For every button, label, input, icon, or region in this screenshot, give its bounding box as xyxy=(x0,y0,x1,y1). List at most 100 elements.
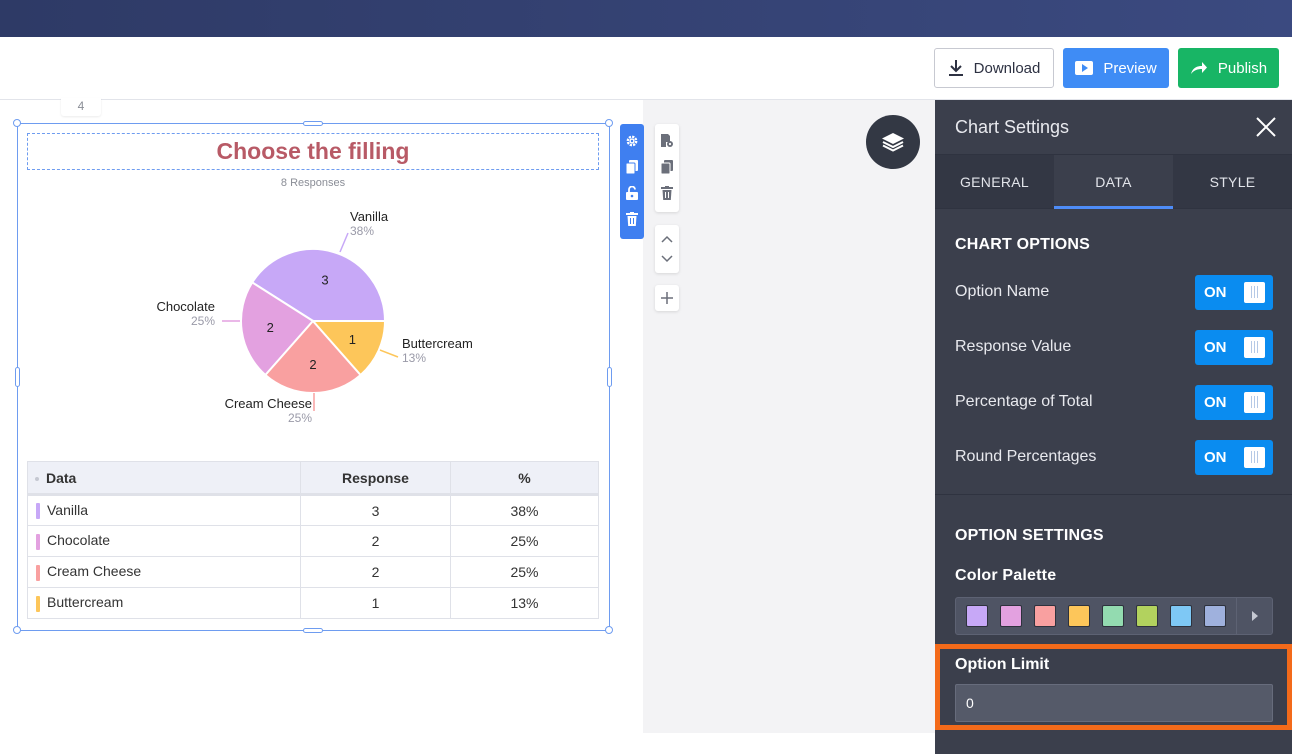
color-swatch xyxy=(36,595,40,612)
color-swatch xyxy=(36,564,40,581)
resize-handle-left[interactable] xyxy=(15,367,20,387)
chevron-up-icon[interactable] xyxy=(655,227,679,251)
settings-button[interactable] xyxy=(623,132,641,150)
copy-icon xyxy=(661,160,673,174)
responses-count: 8 Responses xyxy=(280,177,346,189)
palette-swatch[interactable] xyxy=(1170,605,1192,627)
layers-button[interactable] xyxy=(866,115,920,169)
preview-label: Preview xyxy=(1103,59,1157,77)
palette-swatch[interactable] xyxy=(1068,605,1090,627)
pie-slice-buttercream xyxy=(310,320,387,377)
data-table: Data Response % Vanilla 3 38% Chocolate 2 25%… xyxy=(27,461,599,619)
percentage-of-total-label: Percentage of Total xyxy=(955,393,1093,410)
round-percentages-label: Round Percentages xyxy=(955,448,1097,465)
plus-icon xyxy=(661,292,673,304)
table-header-row: Data Response % xyxy=(27,461,599,496)
toggle-knob xyxy=(1244,336,1265,358)
preview-button[interactable]: Preview xyxy=(1063,48,1169,88)
palette-swatch[interactable] xyxy=(1102,605,1124,627)
tab-style[interactable]: STYLE xyxy=(1209,173,1256,190)
lock-button[interactable] xyxy=(623,184,641,202)
panel-header: Chart Settings xyxy=(935,100,1292,155)
table-header-response: Response xyxy=(300,461,451,496)
chart-options-title: CHART OPTIONS xyxy=(955,236,1091,253)
pie-slice-chocolate xyxy=(240,281,315,377)
table-cell-name: Cream Cheese xyxy=(27,556,301,588)
panel-divider xyxy=(935,494,1292,495)
canvas-margin xyxy=(643,100,935,733)
pie-percent-label: 13% xyxy=(402,351,426,365)
pie-leader-line xyxy=(379,349,399,358)
toggle-knob xyxy=(1244,281,1265,303)
tab-data[interactable]: DATA xyxy=(1054,155,1173,209)
top-header-bar xyxy=(0,0,1292,37)
round-percentages-toggle[interactable]: ON xyxy=(1195,439,1273,475)
palette-next-button[interactable] xyxy=(1236,598,1272,634)
pie-value-label: 2 xyxy=(309,357,316,372)
download-label: Download xyxy=(973,59,1041,77)
resize-handle-top-right[interactable] xyxy=(605,119,613,127)
layers-icon xyxy=(882,133,904,152)
chevron-down-icon[interactable] xyxy=(655,247,679,271)
duplicate-button[interactable] xyxy=(623,158,641,176)
option-limit-label: Option Limit xyxy=(955,656,1050,673)
pie-category-label: Vanilla xyxy=(350,209,389,224)
download-icon xyxy=(948,60,963,76)
download-button[interactable]: Download xyxy=(934,48,1054,88)
pie-percent-label: 25% xyxy=(191,314,215,328)
table-row: Cream Cheese 2 25% xyxy=(27,556,599,588)
resize-handle-bottom[interactable] xyxy=(303,628,323,633)
resize-handle-bottom-right[interactable] xyxy=(605,626,613,634)
table-row: Buttercream 1 13% xyxy=(27,587,599,619)
table-cell-response: 3 xyxy=(300,494,451,526)
palette-swatch[interactable] xyxy=(966,605,988,627)
resize-handle-right[interactable] xyxy=(607,367,612,387)
chart-title: Choose the filling xyxy=(216,138,410,164)
percentage-of-total-toggle[interactable]: ON xyxy=(1195,384,1273,420)
pie-value-label: 3 xyxy=(321,273,328,288)
delete-button[interactable] xyxy=(623,210,641,228)
option-name-toggle[interactable]: ON xyxy=(1195,274,1273,310)
color-palette-picker[interactable] xyxy=(955,597,1273,635)
pie-leader-line xyxy=(339,232,349,253)
page-move-tools xyxy=(655,225,679,273)
resize-handle-bottom-left[interactable] xyxy=(13,626,21,634)
color-palette-label: Color Palette xyxy=(955,567,1057,584)
toggle-knob xyxy=(1244,446,1265,468)
pie-slice-cream-cheese xyxy=(263,319,363,394)
chart-tool-strip xyxy=(620,124,644,239)
page-settings-icon xyxy=(661,134,673,147)
option-limit-highlight xyxy=(935,644,1292,730)
pie-value-label: 2 xyxy=(267,320,274,335)
option-limit-input[interactable] xyxy=(955,684,1273,722)
chart-title-box[interactable]: Choose the filling xyxy=(27,133,599,170)
table-cell-response: 2 xyxy=(300,525,451,557)
palette-swatch[interactable] xyxy=(1136,605,1158,627)
page-settings-button[interactable] xyxy=(658,132,676,150)
pie-category-label: Buttercream xyxy=(402,336,473,351)
toolbar: Download Preview Publish xyxy=(0,37,1292,100)
palette-swatch[interactable] xyxy=(1034,605,1056,627)
option-name-label: Option Name xyxy=(955,283,1050,300)
toggle-knob xyxy=(1244,391,1265,413)
tab-general[interactable]: GENERAL xyxy=(959,173,1029,190)
response-value-label: Response Value xyxy=(955,338,1072,355)
add-page-button[interactable] xyxy=(655,285,679,311)
pie-percent-label: 25% xyxy=(288,411,312,425)
close-icon[interactable] xyxy=(1254,115,1278,139)
palette-swatch[interactable] xyxy=(1204,605,1226,627)
pie-category-label: Cream Cheese xyxy=(225,396,312,411)
table-row: Chocolate 2 25% xyxy=(27,525,599,557)
response-value-toggle[interactable]: ON xyxy=(1195,329,1273,365)
publish-button[interactable]: Publish xyxy=(1178,48,1279,88)
table-cell-response: 1 xyxy=(300,587,451,619)
page-duplicate-button[interactable] xyxy=(658,158,676,176)
play-icon xyxy=(1075,61,1094,75)
table-cell-name: Buttercream xyxy=(27,587,301,619)
palette-swatch[interactable] xyxy=(1000,605,1022,627)
copy-icon xyxy=(626,160,638,174)
caret-right-icon xyxy=(1251,611,1258,621)
resize-handle-top-left[interactable] xyxy=(13,119,21,127)
page-delete-button[interactable] xyxy=(658,184,676,202)
resize-handle-top[interactable] xyxy=(303,121,323,126)
